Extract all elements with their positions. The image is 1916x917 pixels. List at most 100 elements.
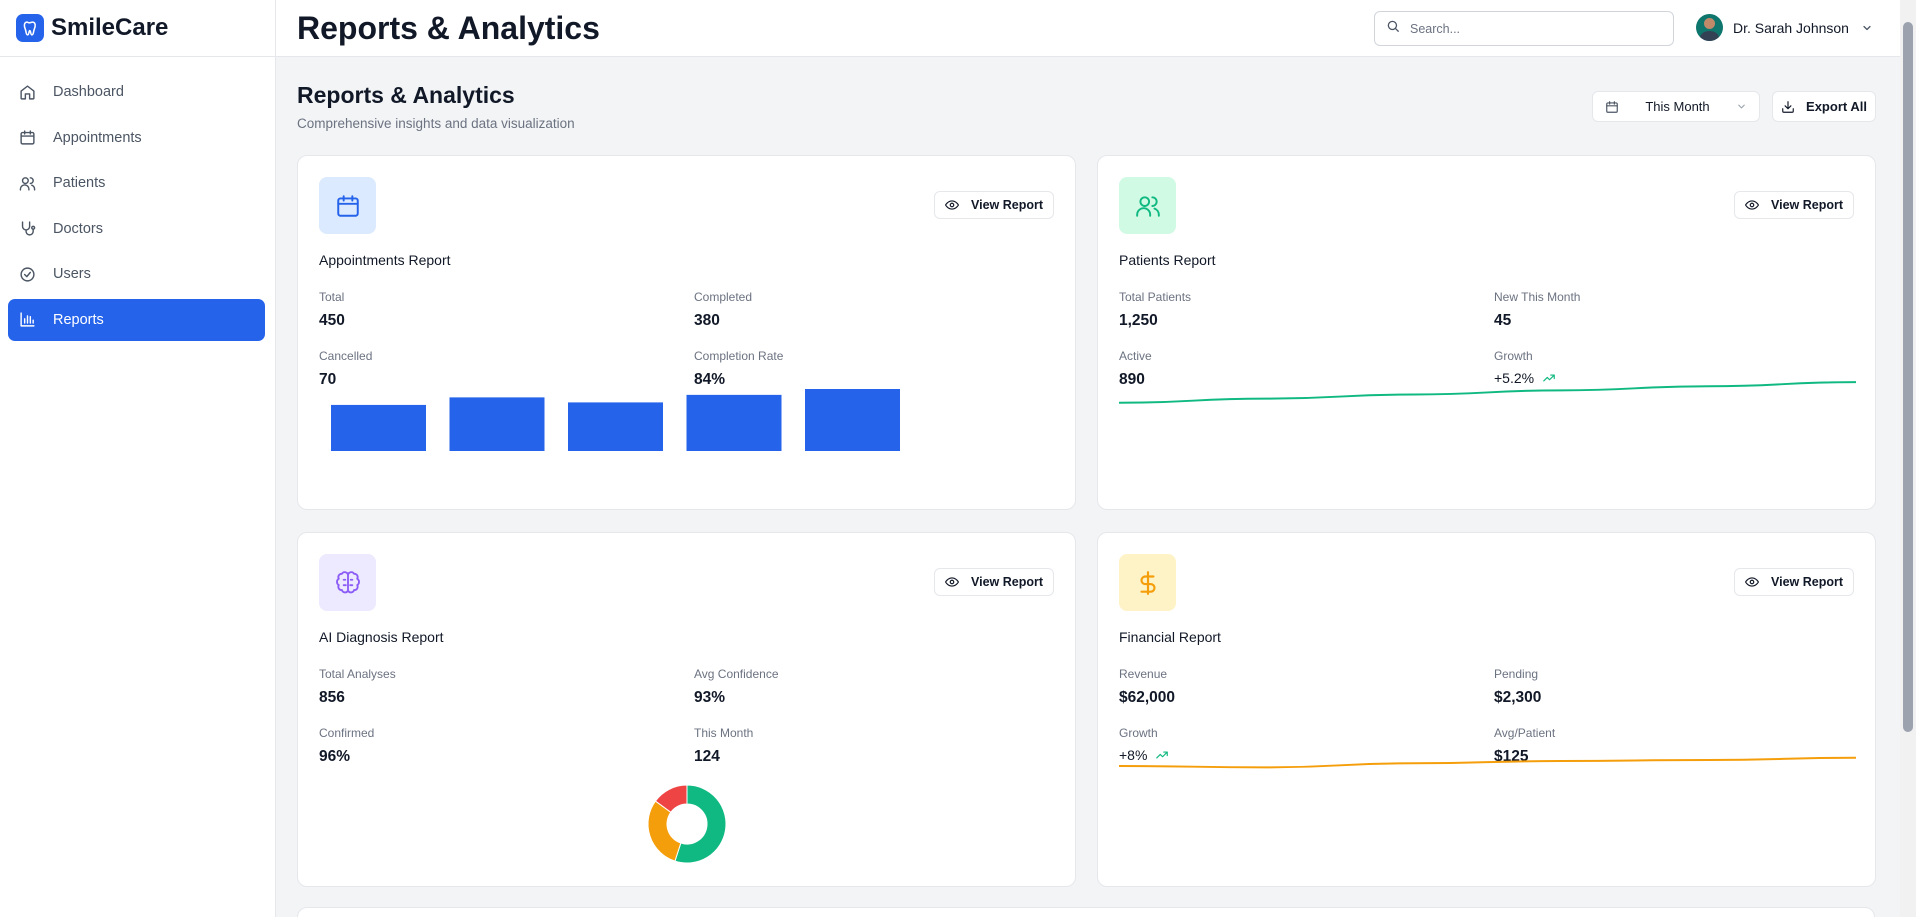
growth-value: +8% — [1119, 747, 1169, 763]
view-report-label: View Report — [1770, 198, 1843, 212]
sidebar-item-label: Reports — [53, 311, 104, 328]
sidebar-item-label: Doctors — [53, 220, 103, 237]
view-report-button[interactable]: View Report — [1733, 191, 1854, 219]
stat-value: 45 — [1494, 312, 1512, 329]
avatar — [1696, 14, 1723, 41]
stat-label: Growth — [1494, 349, 1533, 363]
view-report-button[interactable]: View Report — [933, 191, 1054, 219]
users-icon — [18, 174, 36, 192]
page-title: Reports & Analytics — [297, 82, 515, 108]
ai-diagnosis-report-card: View Report AI Diagnosis Report Total An… — [297, 532, 1076, 887]
export-label: Export All — [1806, 99, 1867, 114]
check-circle-icon — [18, 265, 36, 283]
stat-value: 1,250 — [1119, 312, 1158, 329]
eye-icon — [1744, 200, 1759, 210]
eye-icon — [1744, 577, 1759, 587]
search-input[interactable] — [1410, 21, 1650, 36]
stat-label: New This Month — [1494, 290, 1581, 304]
stat-label: Completed — [694, 290, 753, 304]
header-title: Reports & Analytics — [297, 10, 600, 46]
sidebar-item-patients[interactable]: Patients — [8, 162, 265, 204]
search-icon — [1386, 19, 1400, 38]
card-title: AI Diagnosis Report — [319, 629, 444, 645]
sidebar-item-doctors[interactable]: Doctors — [8, 208, 265, 250]
user-menu[interactable]: Dr. Sarah Johnson — [1696, 14, 1873, 41]
brand-name: SmileCare — [51, 14, 169, 41]
donut-slice — [647, 800, 682, 862]
sidebar-item-appointments[interactable]: Appointments — [8, 117, 265, 159]
view-report-label: View Report — [970, 575, 1043, 589]
period-select[interactable]: This Month — [1592, 91, 1760, 122]
stat-value: 890 — [1119, 371, 1145, 388]
next-report-card — [297, 907, 1875, 917]
users-icon — [1119, 177, 1176, 234]
stat-value: 856 — [319, 689, 345, 706]
bar-chart-icon — [18, 311, 36, 329]
view-report-button[interactable]: View Report — [1733, 568, 1854, 596]
top-header: Reports & Analytics Dr. Sarah Johnson — [276, 0, 1916, 57]
growth-value: +5.2% — [1494, 370, 1556, 386]
view-report-label: View Report — [1770, 575, 1843, 589]
stat-value: 93% — [694, 689, 726, 706]
stat-value: +5.2% — [1494, 370, 1535, 386]
export-all-button[interactable]: Export All — [1772, 91, 1876, 122]
search-box[interactable] — [1374, 11, 1674, 46]
period-label: This Month — [1645, 99, 1710, 114]
stat-label: Total — [319, 290, 345, 304]
stat-label: Avg/Patient — [1494, 726, 1556, 740]
stat-value: 124 — [694, 748, 720, 765]
scrollbar[interactable] — [1900, 0, 1916, 917]
sidebar-item-label: Users — [53, 266, 91, 282]
stethoscope-icon — [18, 220, 36, 238]
stat-value: 380 — [694, 312, 720, 329]
user-name: Dr. Sarah Johnson — [1733, 19, 1849, 36]
brain-icon — [319, 554, 376, 611]
eye-icon — [944, 200, 959, 210]
chevron-down-icon — [1736, 101, 1747, 112]
card-title: Financial Report — [1119, 629, 1221, 645]
card-title: Appointments Report — [319, 252, 451, 268]
tooth-icon — [16, 14, 44, 42]
appointments-bar-chart — [331, 389, 900, 451]
sidebar-item-reports[interactable]: Reports — [8, 298, 265, 341]
stat-label: Avg Confidence — [694, 667, 779, 681]
sidebar-item-users[interactable]: Users — [8, 253, 265, 295]
chart-bar — [568, 402, 663, 451]
download-icon — [1782, 100, 1794, 113]
stat-label: This Month — [694, 726, 754, 740]
stat-value: 84% — [694, 371, 726, 388]
stat-label: Total Analyses — [319, 667, 396, 681]
stat-value: $2,300 — [1494, 689, 1542, 706]
stat-label: Growth — [1119, 726, 1158, 740]
card-title: Patients Report — [1119, 252, 1216, 268]
ai-diagnosis-donut-chart — [647, 784, 727, 864]
sidebar-nav: Dashboard Appointments Patients Doctors … — [0, 57, 275, 341]
brand[interactable]: SmileCare — [0, 0, 275, 57]
stat-value: +8% — [1119, 747, 1148, 763]
chart-bar — [805, 389, 900, 451]
chart-bar — [686, 394, 782, 451]
trending-up-icon — [1155, 748, 1169, 762]
chart-bar — [449, 397, 545, 451]
stat-label: Total Patients — [1119, 290, 1192, 304]
stat-label: Cancelled — [319, 349, 373, 363]
stat-value: 450 — [319, 312, 345, 329]
sidebar-item-label: Patients — [53, 175, 106, 191]
sidebar: SmileCare Dashboard Appointments Patient… — [0, 0, 276, 917]
stat-label: Confirmed — [319, 726, 375, 740]
donut-slice — [674, 784, 727, 864]
calendar-icon — [1605, 100, 1619, 114]
stat-label: Revenue — [1119, 667, 1168, 681]
financial-line-chart — [1118, 756, 1857, 769]
appointments-report-card: View Report Appointments Report Total 45… — [297, 155, 1076, 510]
scrollbar-thumb[interactable] — [1903, 22, 1913, 732]
chart-series-line — [1118, 756, 1857, 769]
eye-icon — [944, 577, 959, 587]
donut-slice — [654, 784, 688, 813]
sidebar-item-dashboard[interactable]: Dashboard — [8, 71, 265, 113]
view-report-button[interactable]: View Report — [933, 568, 1054, 596]
home-icon — [18, 83, 36, 101]
sidebar-item-label: Appointments — [53, 129, 142, 146]
financial-report-card: View Report Financial Report Revenue $62… — [1097, 532, 1876, 887]
chevron-down-icon — [1861, 22, 1873, 34]
